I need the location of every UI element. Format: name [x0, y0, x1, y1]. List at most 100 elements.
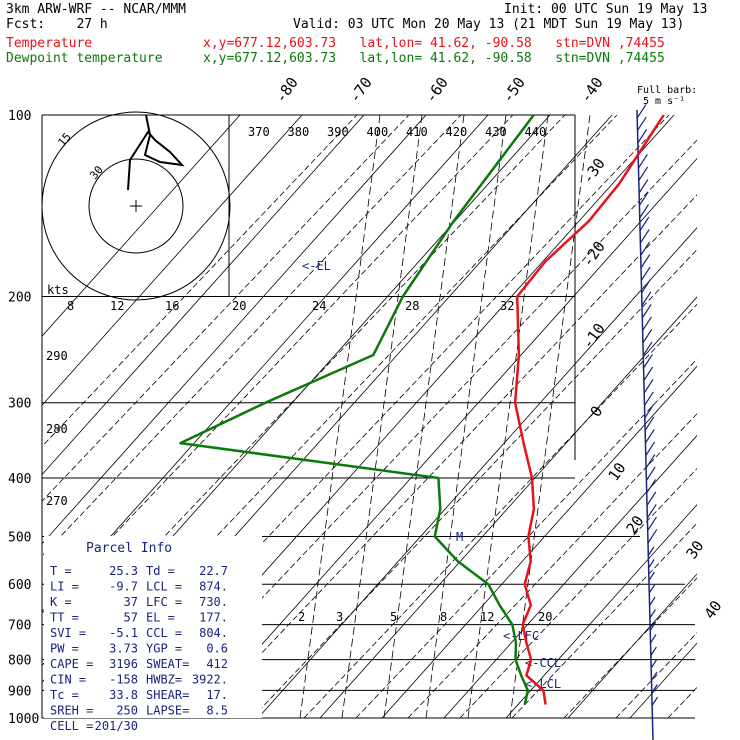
isotherm-line: [459, 467, 697, 718]
wind-barb: [644, 416, 655, 431]
parcel-info-value: 177.: [199, 611, 228, 625]
wind-barb: [637, 154, 648, 169]
wind-barb: [648, 584, 656, 594]
wind-barb: [648, 559, 655, 569]
wind-barb: [640, 241, 651, 256]
dewpoint-line: [179, 114, 535, 705]
theta-e-label: 390: [327, 125, 349, 139]
parcel-info-value: 0.6: [206, 642, 228, 656]
hodograph-label: 15: [55, 130, 73, 149]
hodograph-trace: [127, 114, 185, 191]
pressure-tick-label: 800: [8, 654, 31, 669]
dewpoint-legend: Dewpoint temperature: [6, 51, 163, 66]
parcel-info-value: -158: [109, 673, 138, 687]
temperature-legend: Temperature: [6, 36, 93, 51]
dry-adiabat-line: [42, 115, 365, 476]
wind-speed-label: 20: [232, 299, 246, 313]
isotherm-label-right: 20: [623, 512, 648, 537]
parcel-info-value: 8.5: [206, 704, 228, 718]
isotherm-line: [667, 686, 697, 718]
wind-barb: [644, 429, 655, 444]
el-label: <-EL: [302, 259, 331, 273]
valid-time: Valid: 03 UTC Mon 20 May 13 (21 MDT Sun …: [293, 17, 685, 32]
parcel-info-key: EL =: [146, 611, 175, 625]
mixing-ratio-label: 5: [390, 610, 397, 624]
pressure-tick-label: 400: [8, 472, 31, 487]
wind-barb: [645, 454, 656, 469]
wind-barb: [642, 329, 653, 344]
wind-barb: [638, 191, 649, 206]
wind-barb: [645, 466, 656, 481]
parcel-info-value: 37: [124, 595, 138, 609]
wind-barb: [639, 204, 650, 219]
isotherm-label-right: 10: [605, 459, 630, 484]
moist-adiabat-line: [467, 115, 549, 718]
model-title: 3km ARW-WRF -- NCAR/MMM: [6, 2, 187, 17]
parcel-info-value: -5.1: [109, 626, 138, 640]
mixing-ratio-label: 3: [336, 610, 343, 624]
isotherm-line: [720, 115, 740, 718]
wind-barb: [650, 646, 657, 656]
parcel-info-value: 250: [116, 704, 138, 718]
wind-barb: [646, 479, 657, 494]
isotherm-line: [42, 115, 410, 502]
theta-e-label: 430: [485, 125, 507, 139]
pressure-tick-label: 900: [8, 684, 31, 699]
mixing-ratio-label: 2: [298, 610, 305, 624]
isotherm-line: [511, 522, 697, 718]
theta-label: 270: [46, 494, 68, 508]
parcel-info-value: 3.73: [109, 642, 138, 656]
pressure-tick-label: 1000: [8, 712, 39, 727]
isotherm-line: [42, 115, 514, 612]
moist-adiabat-line: [341, 115, 423, 718]
theta-e-label: 400: [367, 125, 389, 139]
pressure-tick-label: 300: [8, 397, 31, 412]
dry-adiabat-line: [42, 115, 303, 406]
wind-barb: [651, 684, 658, 694]
isotherm-line: [563, 577, 697, 718]
theta-e-label: 410: [406, 125, 428, 139]
isotherm-label-right: -30: [579, 155, 609, 188]
wind-barb: [643, 379, 654, 394]
theta-e-label: 440: [525, 125, 547, 139]
theta-label: 290: [46, 349, 68, 363]
wind-barb-staff: [636, 109, 654, 740]
wind-barb: [642, 341, 653, 356]
theta-e-label: 370: [248, 125, 270, 139]
parcel-info-key: SREH =: [50, 704, 93, 718]
moist-adiabat-line: [509, 115, 591, 718]
parcel-info-value: 17.: [206, 688, 228, 702]
parcel-info-key: LFC =: [146, 595, 182, 609]
wind-barb: [646, 491, 657, 506]
wind-barb: [637, 129, 648, 144]
isotherm-line: [199, 194, 697, 718]
parcel-info-key: LCL =: [146, 580, 182, 594]
parcel-info-key: YGP =: [146, 642, 182, 656]
parcel-info-panel: [44, 536, 262, 718]
full-barb-label: 5 m s⁻¹: [643, 96, 685, 107]
parcel-info-title: Parcel Info: [86, 541, 172, 556]
parcel-info-value: 3196: [109, 657, 138, 671]
parcel-info-key: SVI =: [50, 626, 86, 640]
parcel-info-value: 22.7: [199, 564, 228, 578]
wind-barb: [643, 354, 653, 369]
parcel-info-key: CAPE =: [50, 657, 93, 671]
dry-adiabat-line: [629, 642, 697, 718]
wind-barb: [649, 621, 657, 631]
wind-speed-label: 32: [500, 299, 514, 313]
mixing-ratio-label: 20: [538, 610, 552, 624]
parcel-info-key: CELL =: [50, 719, 93, 733]
parcel-info-key: SHEAR=: [146, 688, 189, 702]
parcel-info-key: TT =: [50, 611, 79, 625]
temperature-line: [513, 114, 665, 705]
mixing-ratio-label: 12: [480, 610, 494, 624]
pressure-tick-label: 100: [8, 109, 31, 124]
wind-barb: [650, 659, 658, 669]
parcel-info-value: 3922.: [192, 673, 228, 687]
hodograph-ring: [88, 158, 184, 254]
ccl-label: <-CCL: [525, 656, 561, 670]
hodograph-ring: [41, 111, 231, 301]
m-label: M: [456, 530, 463, 544]
